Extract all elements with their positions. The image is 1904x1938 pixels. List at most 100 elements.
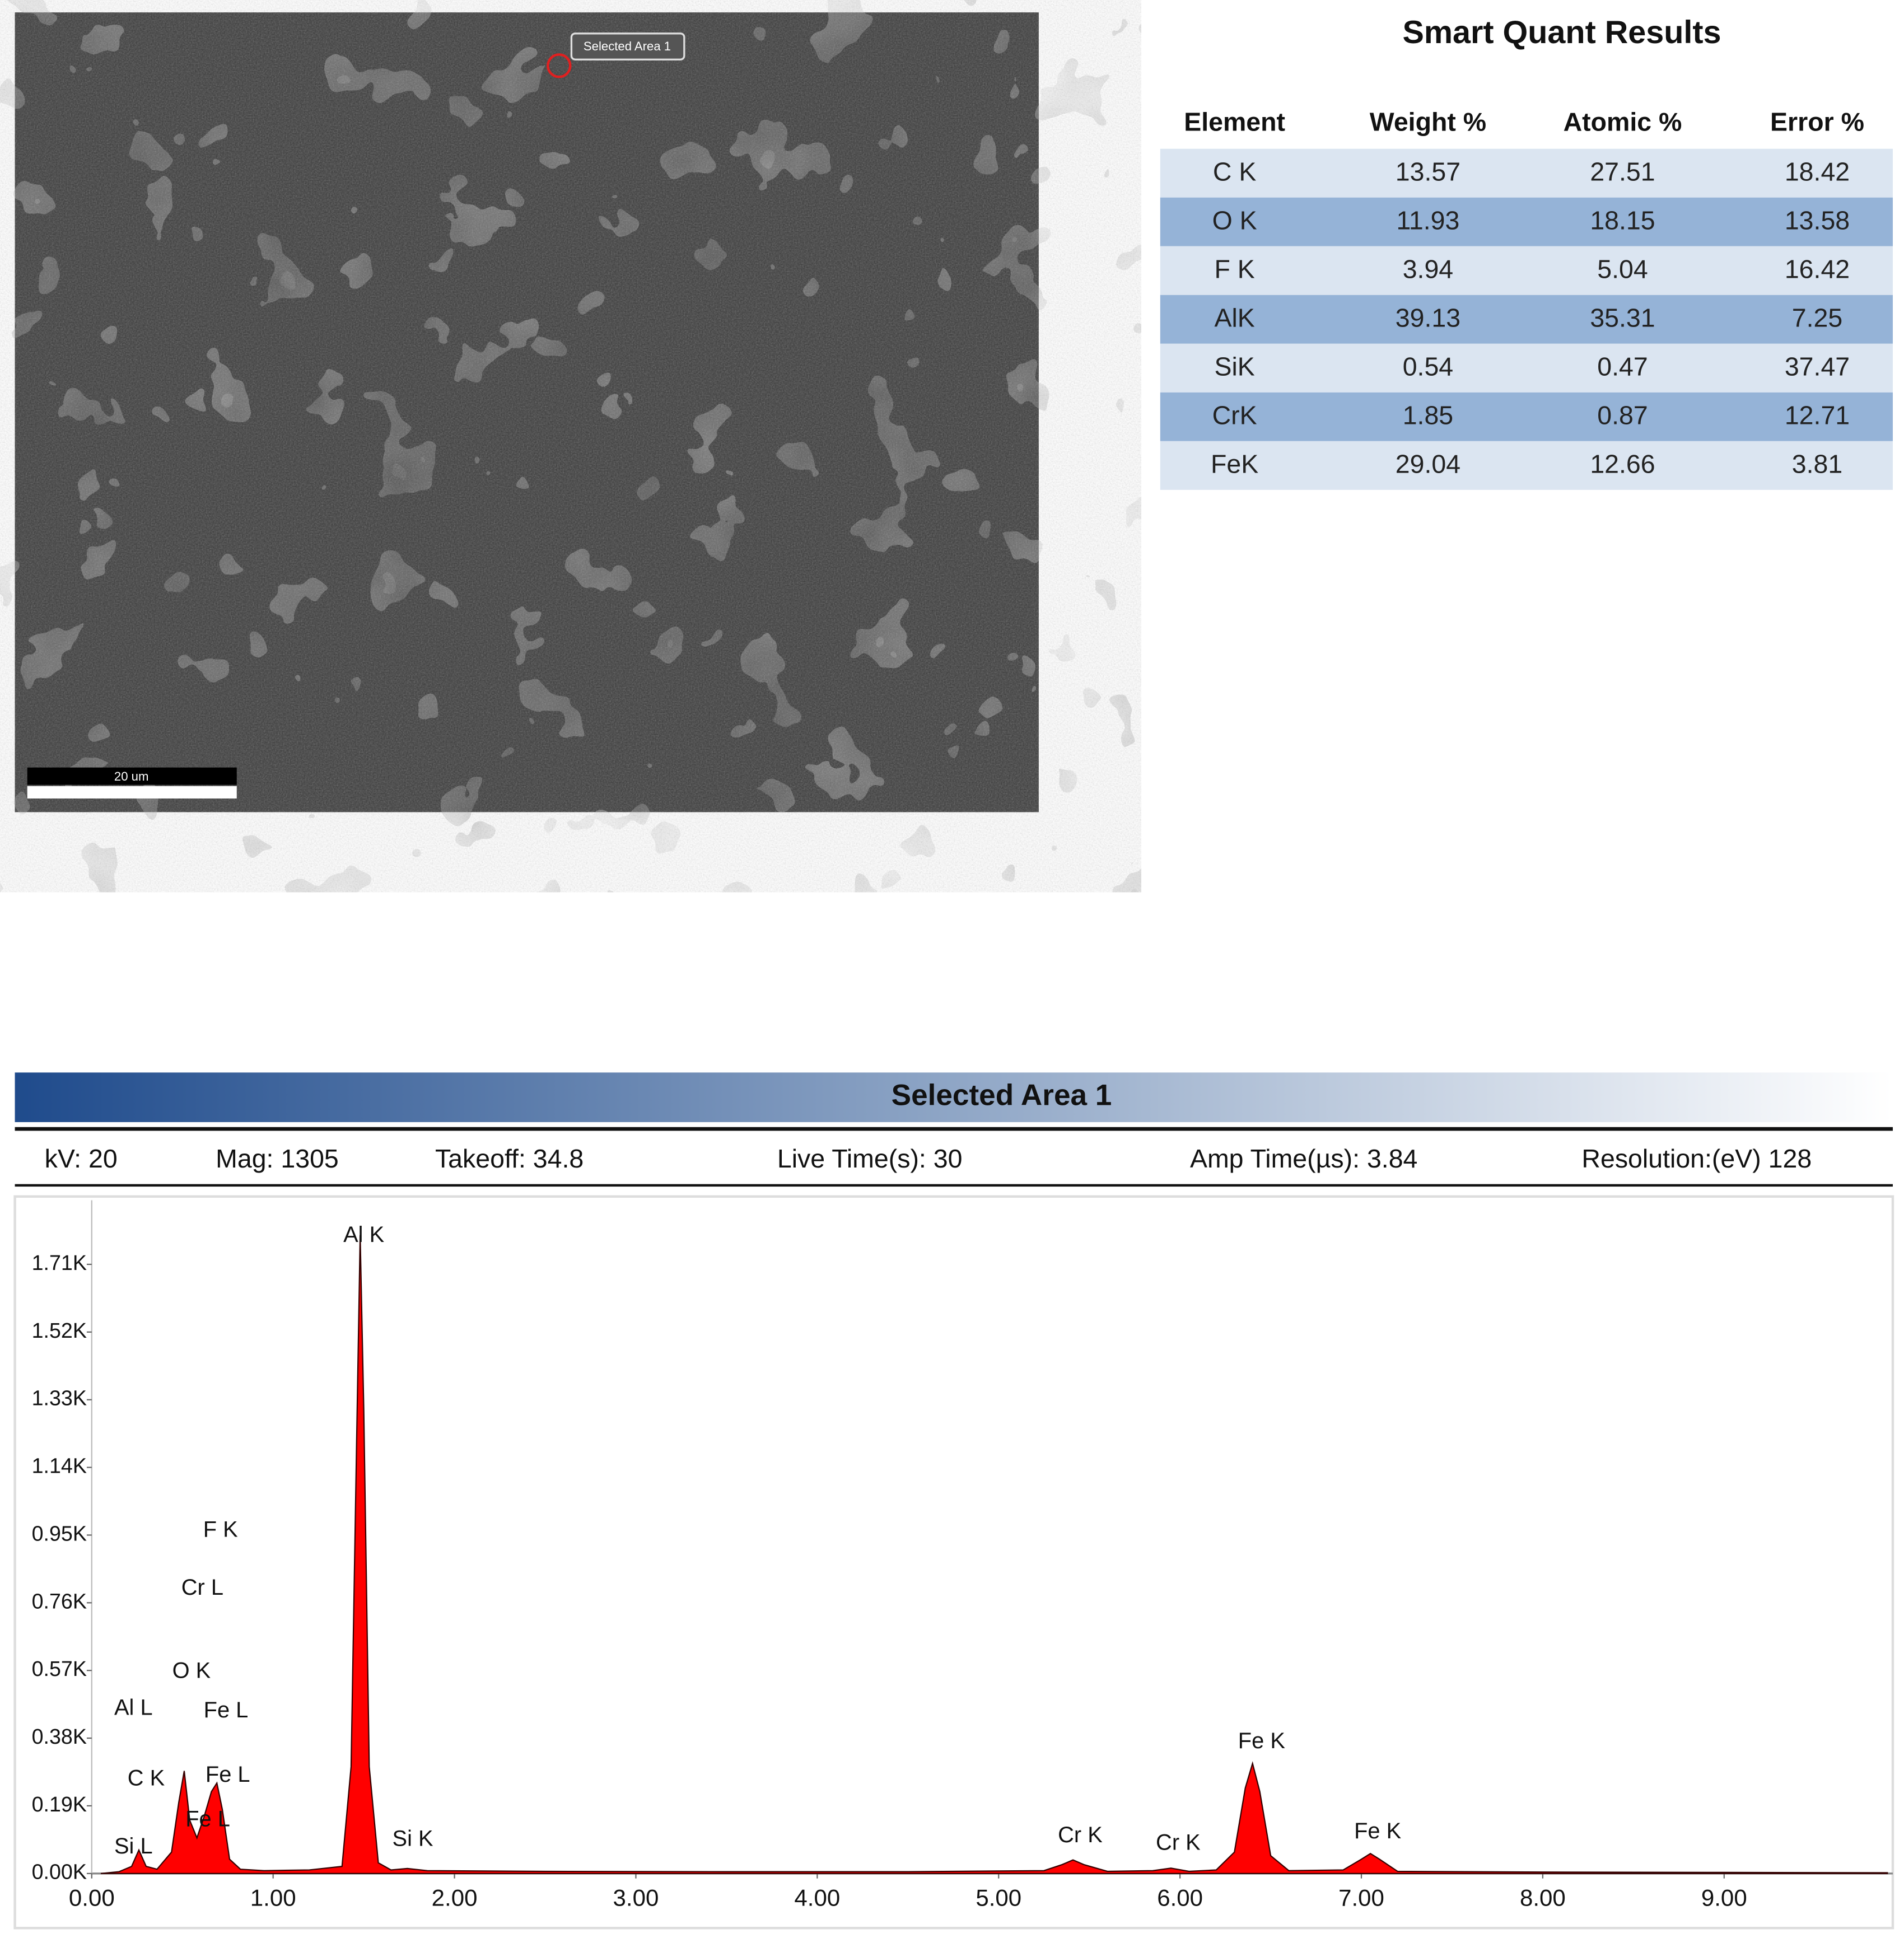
- x-tick-label: 4.00: [794, 1884, 840, 1911]
- sem-image: Selected Area 1 20 um: [15, 12, 1039, 812]
- peak-label: Al L: [114, 1695, 153, 1720]
- selection-marker: [547, 53, 572, 78]
- peak-label: Fe K: [1354, 1819, 1402, 1843]
- table-cell: 5.04: [1597, 254, 1648, 283]
- peak-label: Cr K: [1058, 1823, 1103, 1847]
- peak-label: Si K: [393, 1827, 433, 1851]
- peak-label: C K: [128, 1766, 165, 1790]
- header-rule: [15, 1127, 1893, 1131]
- table-cell: 12.71: [1785, 400, 1850, 429]
- table-cell: 1.85: [1403, 400, 1453, 429]
- table-cell: 18.15: [1590, 206, 1655, 235]
- y-tick-label: 0.38K: [32, 1725, 87, 1748]
- table-cell: O K: [1212, 206, 1257, 235]
- peak-label: Fe L: [204, 1698, 249, 1722]
- x-tick-label: 0.00: [69, 1884, 115, 1911]
- acquisition-param: Live Time(s): 30: [777, 1144, 963, 1173]
- y-tick-label: 1.71K: [32, 1251, 87, 1274]
- table-cell: 29.04: [1396, 449, 1460, 478]
- results-table: Element Weight % Atomic % Error % C K 13.57 27…: [1160, 108, 1893, 490]
- table-cell: SiK: [1214, 352, 1254, 381]
- area-label: Selected Area 1: [584, 39, 671, 53]
- acquisition-param: Mag: 1305: [216, 1144, 339, 1173]
- acquisition-params: kV: 20 Mag: 1305 Takeoff: 34.8 Live Time(s)…: [45, 1144, 1812, 1173]
- x-tick-label: 2.00: [432, 1884, 478, 1911]
- chart-frame: [13, 1195, 1894, 1930]
- table-cell: 39.13: [1396, 303, 1460, 332]
- table-cell: 27.51: [1590, 157, 1655, 186]
- y-tick-label: 0.76K: [32, 1589, 87, 1613]
- table-row: [1160, 441, 1893, 490]
- peak-label: O K: [172, 1658, 211, 1683]
- table-cell: FeK: [1211, 449, 1258, 478]
- acquisition-param: Takeoff: 34.8: [435, 1144, 584, 1173]
- scale-bar: [27, 786, 237, 799]
- column-header: Weight %: [1370, 108, 1486, 137]
- y-tick-label: 1.33K: [32, 1386, 87, 1410]
- table-cell: CrK: [1212, 400, 1257, 429]
- x-tick-label: 9.00: [1701, 1884, 1747, 1911]
- column-header: Element: [1184, 108, 1285, 137]
- table-cell: 37.47: [1785, 352, 1850, 381]
- table-cell: 3.81: [1792, 449, 1842, 478]
- table-row: [1160, 246, 1893, 295]
- table-cell: 0.47: [1597, 352, 1648, 381]
- peak-label: F K: [203, 1517, 238, 1542]
- table-cell: 35.31: [1590, 303, 1655, 332]
- table-row: [1160, 197, 1893, 246]
- area-label-box: [570, 32, 685, 60]
- table-cell: 18.42: [1785, 157, 1850, 186]
- x-tick-label: 3.00: [613, 1884, 659, 1911]
- column-header: Atomic %: [1564, 108, 1682, 137]
- y-tick-label: 0.95K: [32, 1521, 87, 1545]
- table-row: [1160, 392, 1893, 441]
- peak-label: Al K: [343, 1222, 384, 1247]
- acquisition-param: Resolution:(eV) 128: [1581, 1144, 1812, 1173]
- table-cell: 13.58: [1785, 206, 1850, 235]
- y-tick-label: 0.00K: [32, 1860, 87, 1884]
- peak-label: Cr L: [181, 1575, 223, 1600]
- scale-label: 20 um: [114, 769, 148, 783]
- peak-label: Cr K: [1156, 1830, 1201, 1855]
- table-cell: 11.93: [1397, 206, 1460, 235]
- table-cell: 0.87: [1597, 400, 1648, 429]
- spectrum-header-bar: [15, 1072, 1893, 1122]
- table-cell: 12.66: [1590, 449, 1655, 478]
- column-header: Error %: [1770, 108, 1864, 137]
- x-tick-label: 7.00: [1338, 1884, 1384, 1911]
- y-tick-label: 1.52K: [32, 1319, 87, 1342]
- peak-label: Fe K: [1238, 1729, 1286, 1753]
- y-tick-label: 0.57K: [32, 1657, 87, 1680]
- table-row: [1160, 343, 1893, 393]
- table-cell: F K: [1214, 254, 1254, 283]
- x-tick-label: 6.00: [1157, 1884, 1203, 1911]
- y-tick-label: 0.19K: [32, 1792, 87, 1816]
- params-rule: [15, 1184, 1893, 1187]
- peak-label: Fe L: [185, 1807, 230, 1832]
- table-cell: 3.94: [1403, 254, 1453, 283]
- peak-label: Fe L: [206, 1762, 250, 1787]
- spectrum-chart: 0.00K 0.19K 0.38K 0.57K 0.76K 0.95K 1.14K 1.33K…: [32, 1200, 1893, 1911]
- table-cell: 16.42: [1785, 254, 1850, 283]
- table-title: Smart Quant Results: [1402, 15, 1721, 50]
- sem-noise: [15, 12, 1039, 812]
- scale-bar-bg: [27, 767, 237, 785]
- table-cell: 0.54: [1403, 352, 1453, 381]
- x-tick-label: 8.00: [1520, 1884, 1566, 1911]
- table-cell: AlK: [1214, 303, 1254, 332]
- table-row: [1160, 295, 1893, 344]
- table-cell: C K: [1213, 157, 1256, 186]
- table-cell: 7.25: [1792, 303, 1842, 332]
- x-tick-label: 1.00: [250, 1884, 296, 1911]
- table-cell: 13.57: [1396, 157, 1460, 186]
- spectrum-area: [100, 1235, 1888, 1874]
- acquisition-param: kV: 20: [45, 1144, 118, 1173]
- y-tick-label: 1.14K: [32, 1454, 87, 1478]
- table-row: [1160, 148, 1893, 198]
- x-tick-label: 5.00: [976, 1884, 1021, 1911]
- spectrum-title: Selected Area 1: [892, 1079, 1112, 1112]
- peak-label: Si L: [114, 1834, 153, 1858]
